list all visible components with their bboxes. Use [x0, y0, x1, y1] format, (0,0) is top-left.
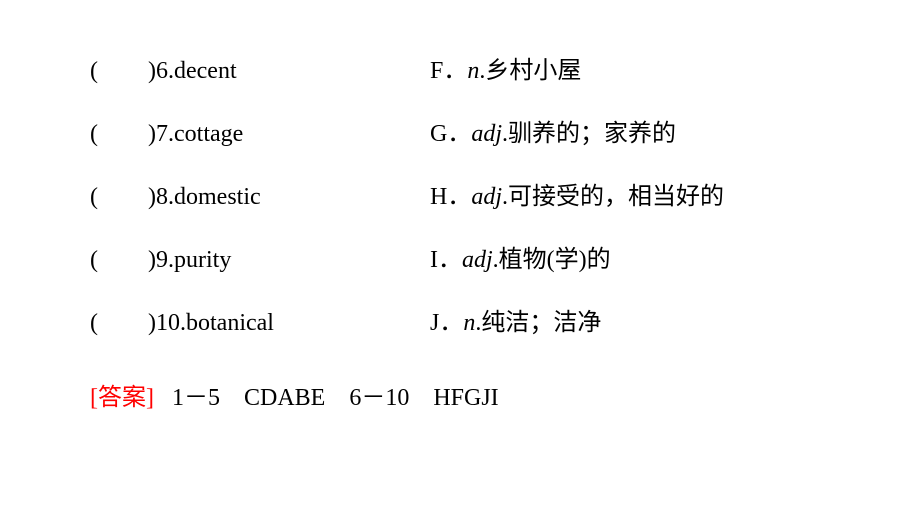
definition: 可接受的，相当好的	[508, 184, 724, 210]
option-letter: J	[430, 310, 439, 336]
item-number: 10	[156, 310, 180, 336]
left-item: ()8.domestic	[90, 184, 430, 211]
definition: 植物(学)的	[499, 247, 611, 273]
close-paren: )	[148, 247, 156, 273]
option-letter: I	[430, 247, 438, 273]
open-paren: (	[90, 247, 98, 273]
exercise-row: ()8.domestic H．adj.可接受的，相当好的	[90, 176, 840, 211]
open-paren: (	[90, 184, 98, 210]
answer-row: [答案] 1－5 CDABE 6－10 HFGJI	[90, 377, 840, 412]
left-item: ()7.cottage	[90, 121, 430, 148]
answer-values2: HFGJI	[433, 385, 498, 411]
open-paren: (	[90, 310, 98, 336]
part-of-speech: adj	[471, 121, 502, 147]
period: ．	[443, 58, 467, 84]
right-item: G．adj.驯养的；家养的	[430, 113, 840, 148]
definition: 驯养的；家养的	[508, 121, 676, 147]
option-letter: G	[430, 121, 447, 147]
right-item: F．n.乡村小屋	[430, 50, 840, 85]
period: ．	[438, 247, 462, 273]
part-of-speech: n	[463, 310, 475, 336]
exercise-row: ()6.decent F．n.乡村小屋	[90, 50, 840, 85]
item-number: 9	[156, 247, 168, 273]
part-of-speech: n	[467, 58, 479, 84]
right-item: J．n.纯洁；洁净	[430, 302, 840, 337]
item-number: 7	[156, 121, 168, 147]
exercise-row: ()9.purity I．adj.植物(学)的	[90, 239, 840, 274]
exercise-container: ()6.decent F．n.乡村小屋 ()7.cottage G．adj.驯养…	[90, 50, 840, 412]
close-paren: )	[148, 58, 156, 84]
open-paren: (	[90, 58, 98, 84]
word: purity	[174, 247, 231, 273]
period: ．	[447, 121, 471, 147]
word: cottage	[174, 121, 243, 147]
word: decent	[174, 58, 237, 84]
definition: 乡村小屋	[485, 58, 581, 84]
left-item: ()9.purity	[90, 247, 430, 274]
part-of-speech: adj	[462, 247, 493, 273]
close-paren: )	[148, 310, 156, 336]
left-item: ()6.decent	[90, 58, 430, 85]
answer-values1: CDABE	[244, 385, 325, 411]
item-number: 6	[156, 58, 168, 84]
word: botanical	[186, 310, 274, 336]
right-item: I．adj.植物(学)的	[430, 239, 840, 274]
left-item: ()10.botanical	[90, 310, 430, 337]
definition: 纯洁；洁净	[481, 310, 601, 336]
right-item: H．adj.可接受的，相当好的	[430, 176, 840, 211]
answer-range1: 1－5	[172, 385, 220, 411]
period: ．	[439, 310, 463, 336]
period: ．	[447, 184, 471, 210]
answer-range2: 6－10	[349, 385, 409, 411]
option-letter: H	[430, 184, 447, 210]
option-letter: F	[430, 58, 443, 84]
answer-content: 1－5 CDABE 6－10 HFGJI	[172, 385, 499, 411]
exercise-row: ()7.cottage G．adj.驯养的；家养的	[90, 113, 840, 148]
open-paren: (	[90, 121, 98, 147]
word: domestic	[174, 184, 261, 210]
item-number: 8	[156, 184, 168, 210]
exercise-row: ()10.botanical J．n.纯洁；洁净	[90, 302, 840, 337]
close-paren: )	[148, 184, 156, 210]
close-paren: )	[148, 121, 156, 147]
part-of-speech: adj	[471, 184, 502, 210]
answer-label: [答案]	[90, 385, 154, 411]
